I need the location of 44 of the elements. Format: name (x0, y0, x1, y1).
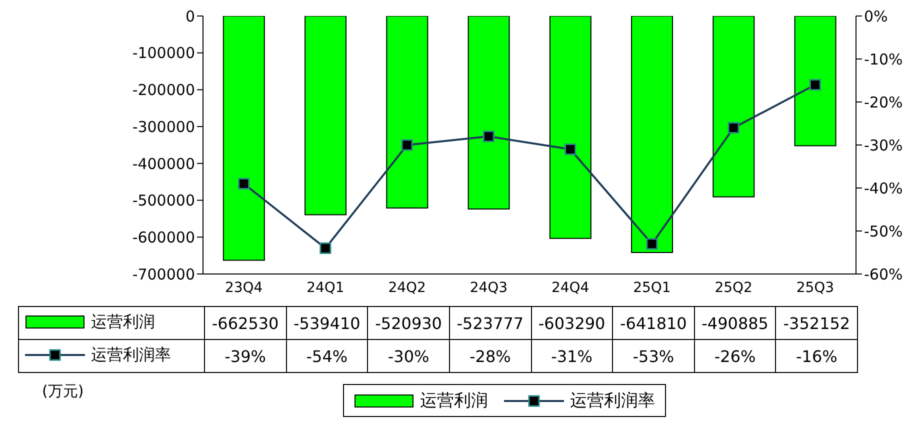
data-label: -490885 (694, 306, 776, 340)
y-tick-label: -700000 (132, 265, 195, 284)
text: 运营利润率 (570, 391, 655, 411)
y-tick-label: -200000 (132, 81, 195, 100)
y-tick-label: -100000 (132, 44, 195, 62)
data-label: -520930 (368, 306, 450, 340)
x-tick-label: 24Q1 (306, 280, 344, 296)
y2-tick-label: -20% (864, 93, 903, 112)
data-label: -523777 (449, 306, 531, 340)
data-label: -31% (531, 340, 613, 372)
legend-label: 运营利润 (90, 312, 155, 333)
x-tick-label: 25Q1 (633, 280, 671, 296)
x-tick-label: 25Q3 (796, 280, 834, 296)
data-label: -662530 (204, 306, 286, 340)
x-tick-label: 24Q4 (551, 280, 590, 296)
text: (万元) (42, 382, 84, 401)
x-tick-label: 24Q2 (388, 280, 426, 296)
data-label: -30% (368, 340, 450, 372)
data-label: -39% (204, 340, 286, 372)
x-tick-label: 25Q2 (714, 280, 752, 296)
y-tick-label: 0 (185, 7, 195, 26)
legend-label: 运营利润率 (90, 344, 171, 366)
data-label: -54% (286, 340, 368, 372)
data-label: -26% (694, 340, 776, 372)
data-label: -539410 (286, 306, 368, 340)
x-tick-label: 24Q3 (470, 280, 508, 296)
data-label: -16% (776, 340, 858, 372)
y2-tick-label: -40% (864, 179, 903, 198)
y2-tick-label: -50% (864, 222, 903, 240)
x-tick-label: 23Q4 (224, 280, 263, 296)
data-label: -641810 (612, 306, 694, 340)
data-label: -352152 (776, 306, 858, 340)
y-tick-label: -600000 (132, 228, 195, 246)
y-tick-label: -500000 (132, 192, 195, 210)
data-label: -28% (449, 340, 531, 372)
y2-tick-label: -30% (864, 136, 903, 154)
y2-tick-label: -10% (864, 50, 903, 68)
text: 运营利润 (420, 391, 488, 411)
data-label: -603290 (531, 306, 613, 340)
data-label: -53% (612, 340, 694, 372)
y-tick-label: -300000 (132, 118, 195, 136)
y-tick-label: -400000 (132, 154, 195, 173)
y2-tick-label: -60% (864, 265, 903, 284)
y2-tick-label: 0% (864, 7, 888, 26)
